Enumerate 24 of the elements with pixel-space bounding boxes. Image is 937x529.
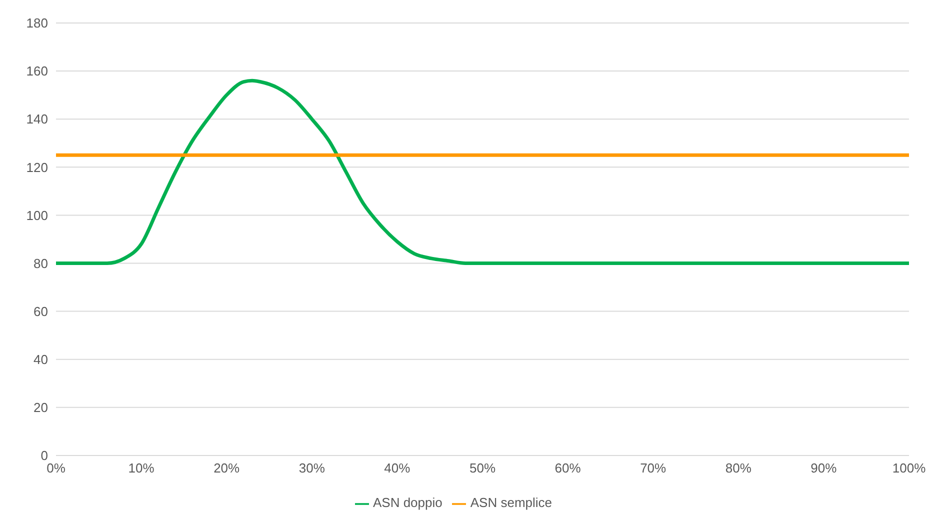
y-tick-label: 100 [26,208,48,223]
legend-label: ASN doppio [372,495,442,510]
x-tick-label: 20% [214,460,240,476]
legend-label: ASN semplice [470,495,552,510]
x-tick-label: 90% [810,460,838,476]
y-tick-label: 180 [26,16,48,31]
x-tick-label: 0% [46,460,66,476]
x-tick-label: 40% [384,460,411,476]
y-tick-label: 120 [26,160,48,175]
line-series [56,78,909,265]
x-tick-label: 10% [128,460,155,476]
y-tick-label: 140 [26,112,48,127]
x-tick-label: 50% [469,460,496,476]
x-tick-label: 70% [640,460,667,476]
x-tick-label: 30% [298,460,326,476]
y-tick-label: 20 [34,400,48,416]
y-tick-label: 60 [34,304,48,319]
x-tick-label: 100% [892,460,926,476]
y-tick-label: 40 [34,352,48,367]
x-tick-label: 60% [554,460,582,476]
y-tick-label: 0 [40,448,48,464]
y-tick-label: 160 [26,64,48,79]
x-tick-label: 80% [725,460,752,476]
y-tick-label: 80 [34,256,48,271]
